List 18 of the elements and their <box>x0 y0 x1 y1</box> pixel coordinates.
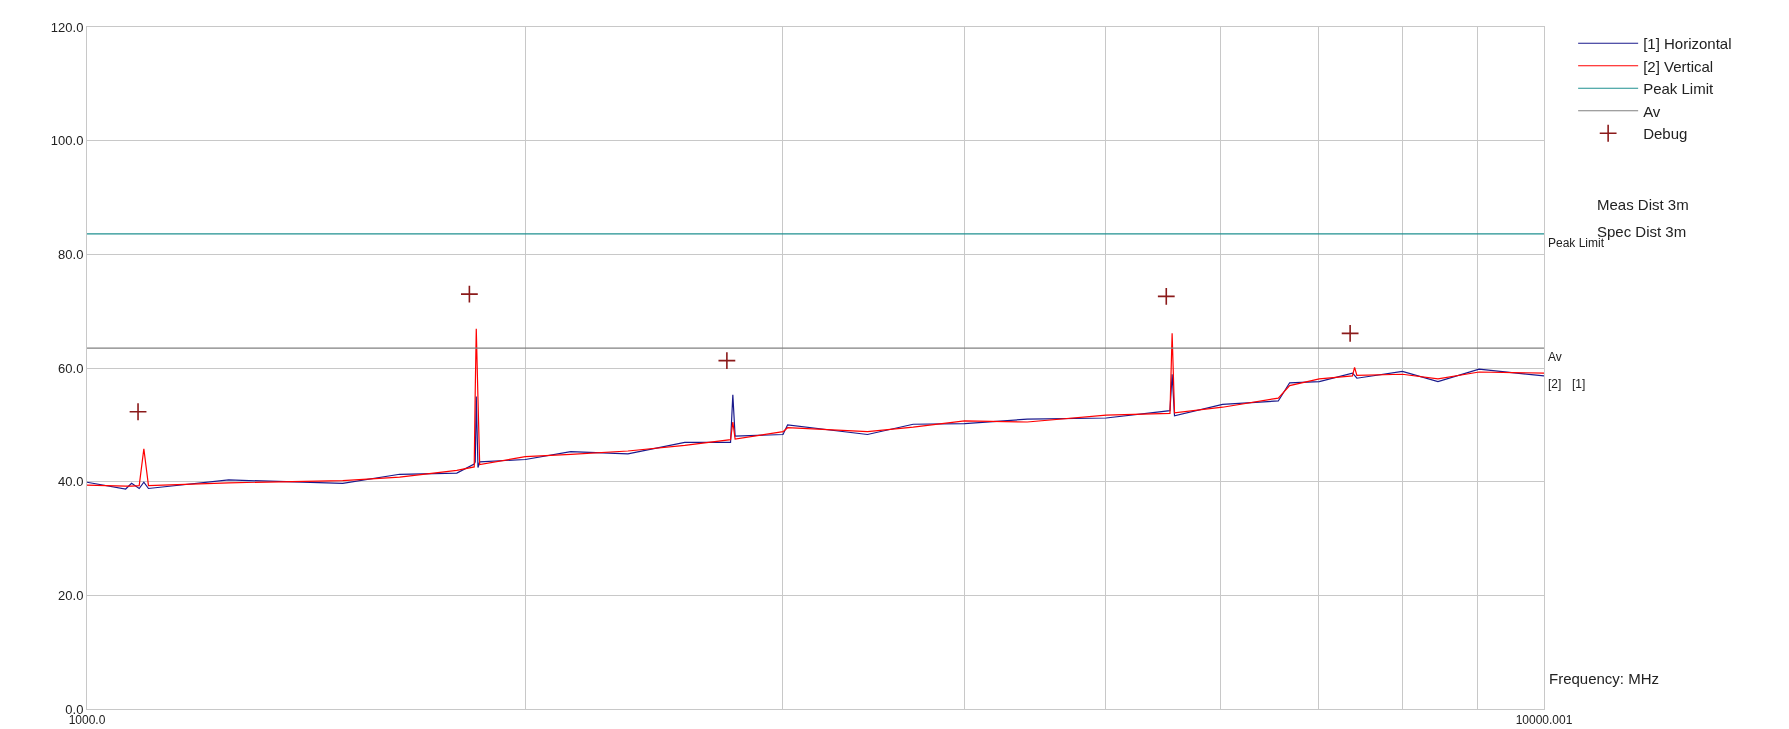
legend-label: Debug <box>1643 125 1688 143</box>
y-tick-label: 20.0 <box>58 587 84 603</box>
x-tick-label: 1000.0 <box>68 713 106 728</box>
legend-label: Peak Limit <box>1643 80 1714 98</box>
y-tick-label: 120.0 <box>50 19 84 35</box>
y-tick-label: 40.0 <box>58 474 84 490</box>
text: [2] <box>1548 377 1562 391</box>
legend-label: [2] Vertical <box>1643 57 1714 75</box>
text: [1] <box>1572 377 1586 391</box>
x-axis-title: Frequency: MHz <box>1549 670 1660 687</box>
y-tick-label: 80.0 <box>58 246 84 262</box>
text: Av <box>1548 350 1562 364</box>
y-tick-label: 100.0 <box>50 133 84 149</box>
legend-label: Av <box>1643 102 1661 120</box>
legend-label: [1] Horizontal <box>1643 35 1732 53</box>
x-tick-label: 10000.001 <box>1515 713 1573 728</box>
y-tick-label: 60.0 <box>58 360 84 376</box>
text: Meas Dist 3m <box>1597 196 1689 213</box>
